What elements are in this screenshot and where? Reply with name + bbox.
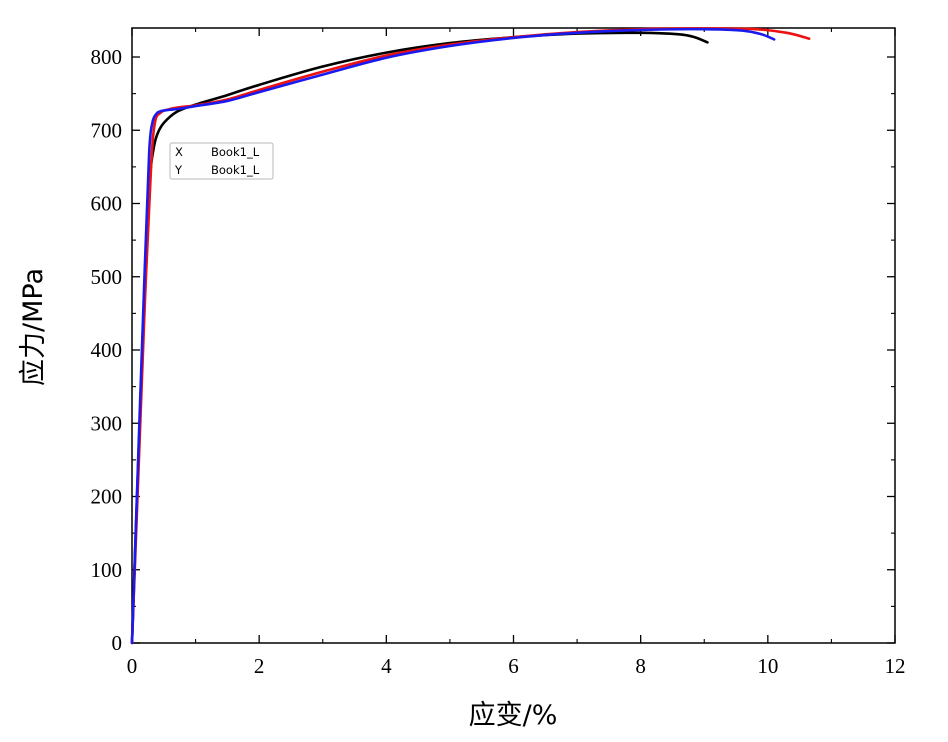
y-tick-label: 100 bbox=[91, 558, 123, 582]
y-tick-label: 0 bbox=[112, 631, 123, 655]
y-tick-label: 400 bbox=[91, 338, 123, 362]
y-tick-label: 300 bbox=[91, 411, 123, 435]
tooltip-x-value: Book1_L bbox=[211, 145, 260, 159]
y-tick-label: 600 bbox=[91, 192, 123, 216]
series-line-1 bbox=[130, 31, 709, 645]
y-tick-label: 500 bbox=[91, 265, 123, 289]
series-layer bbox=[130, 27, 811, 645]
x-tick-label: 4 bbox=[381, 654, 392, 678]
y-tick-label: 200 bbox=[91, 485, 123, 509]
y-tick-label: 800 bbox=[91, 45, 123, 69]
axis-ticks bbox=[131, 28, 896, 644]
x-tick-label: 8 bbox=[635, 654, 646, 678]
tooltip-x-key: X bbox=[175, 145, 183, 159]
y-axis-title: 应力/MPa bbox=[18, 268, 49, 386]
x-tick-label: 2 bbox=[254, 654, 265, 678]
y-tick-label: 700 bbox=[91, 118, 123, 142]
tooltip-y-value: Book1_L bbox=[211, 163, 260, 177]
plot-frame bbox=[131, 27, 896, 644]
x-tick-label: 0 bbox=[127, 654, 138, 678]
series-line-3 bbox=[130, 27, 776, 645]
data-tooltip: X Book1_L Y Book1_L bbox=[169, 142, 274, 180]
tooltip-y-key: Y bbox=[174, 163, 183, 177]
x-axis-title: 应变/% bbox=[469, 700, 558, 731]
x-tick-label: 10 bbox=[757, 654, 778, 678]
tooltip-box bbox=[169, 142, 274, 180]
x-tick-label: 12 bbox=[885, 654, 906, 678]
series-line-2 bbox=[130, 27, 811, 645]
tick-labels: 0 2 4 6 8 10 12 0 100 200 300 400 500 600 700 800 bbox=[91, 45, 906, 678]
x-tick-label: 6 bbox=[508, 654, 519, 678]
